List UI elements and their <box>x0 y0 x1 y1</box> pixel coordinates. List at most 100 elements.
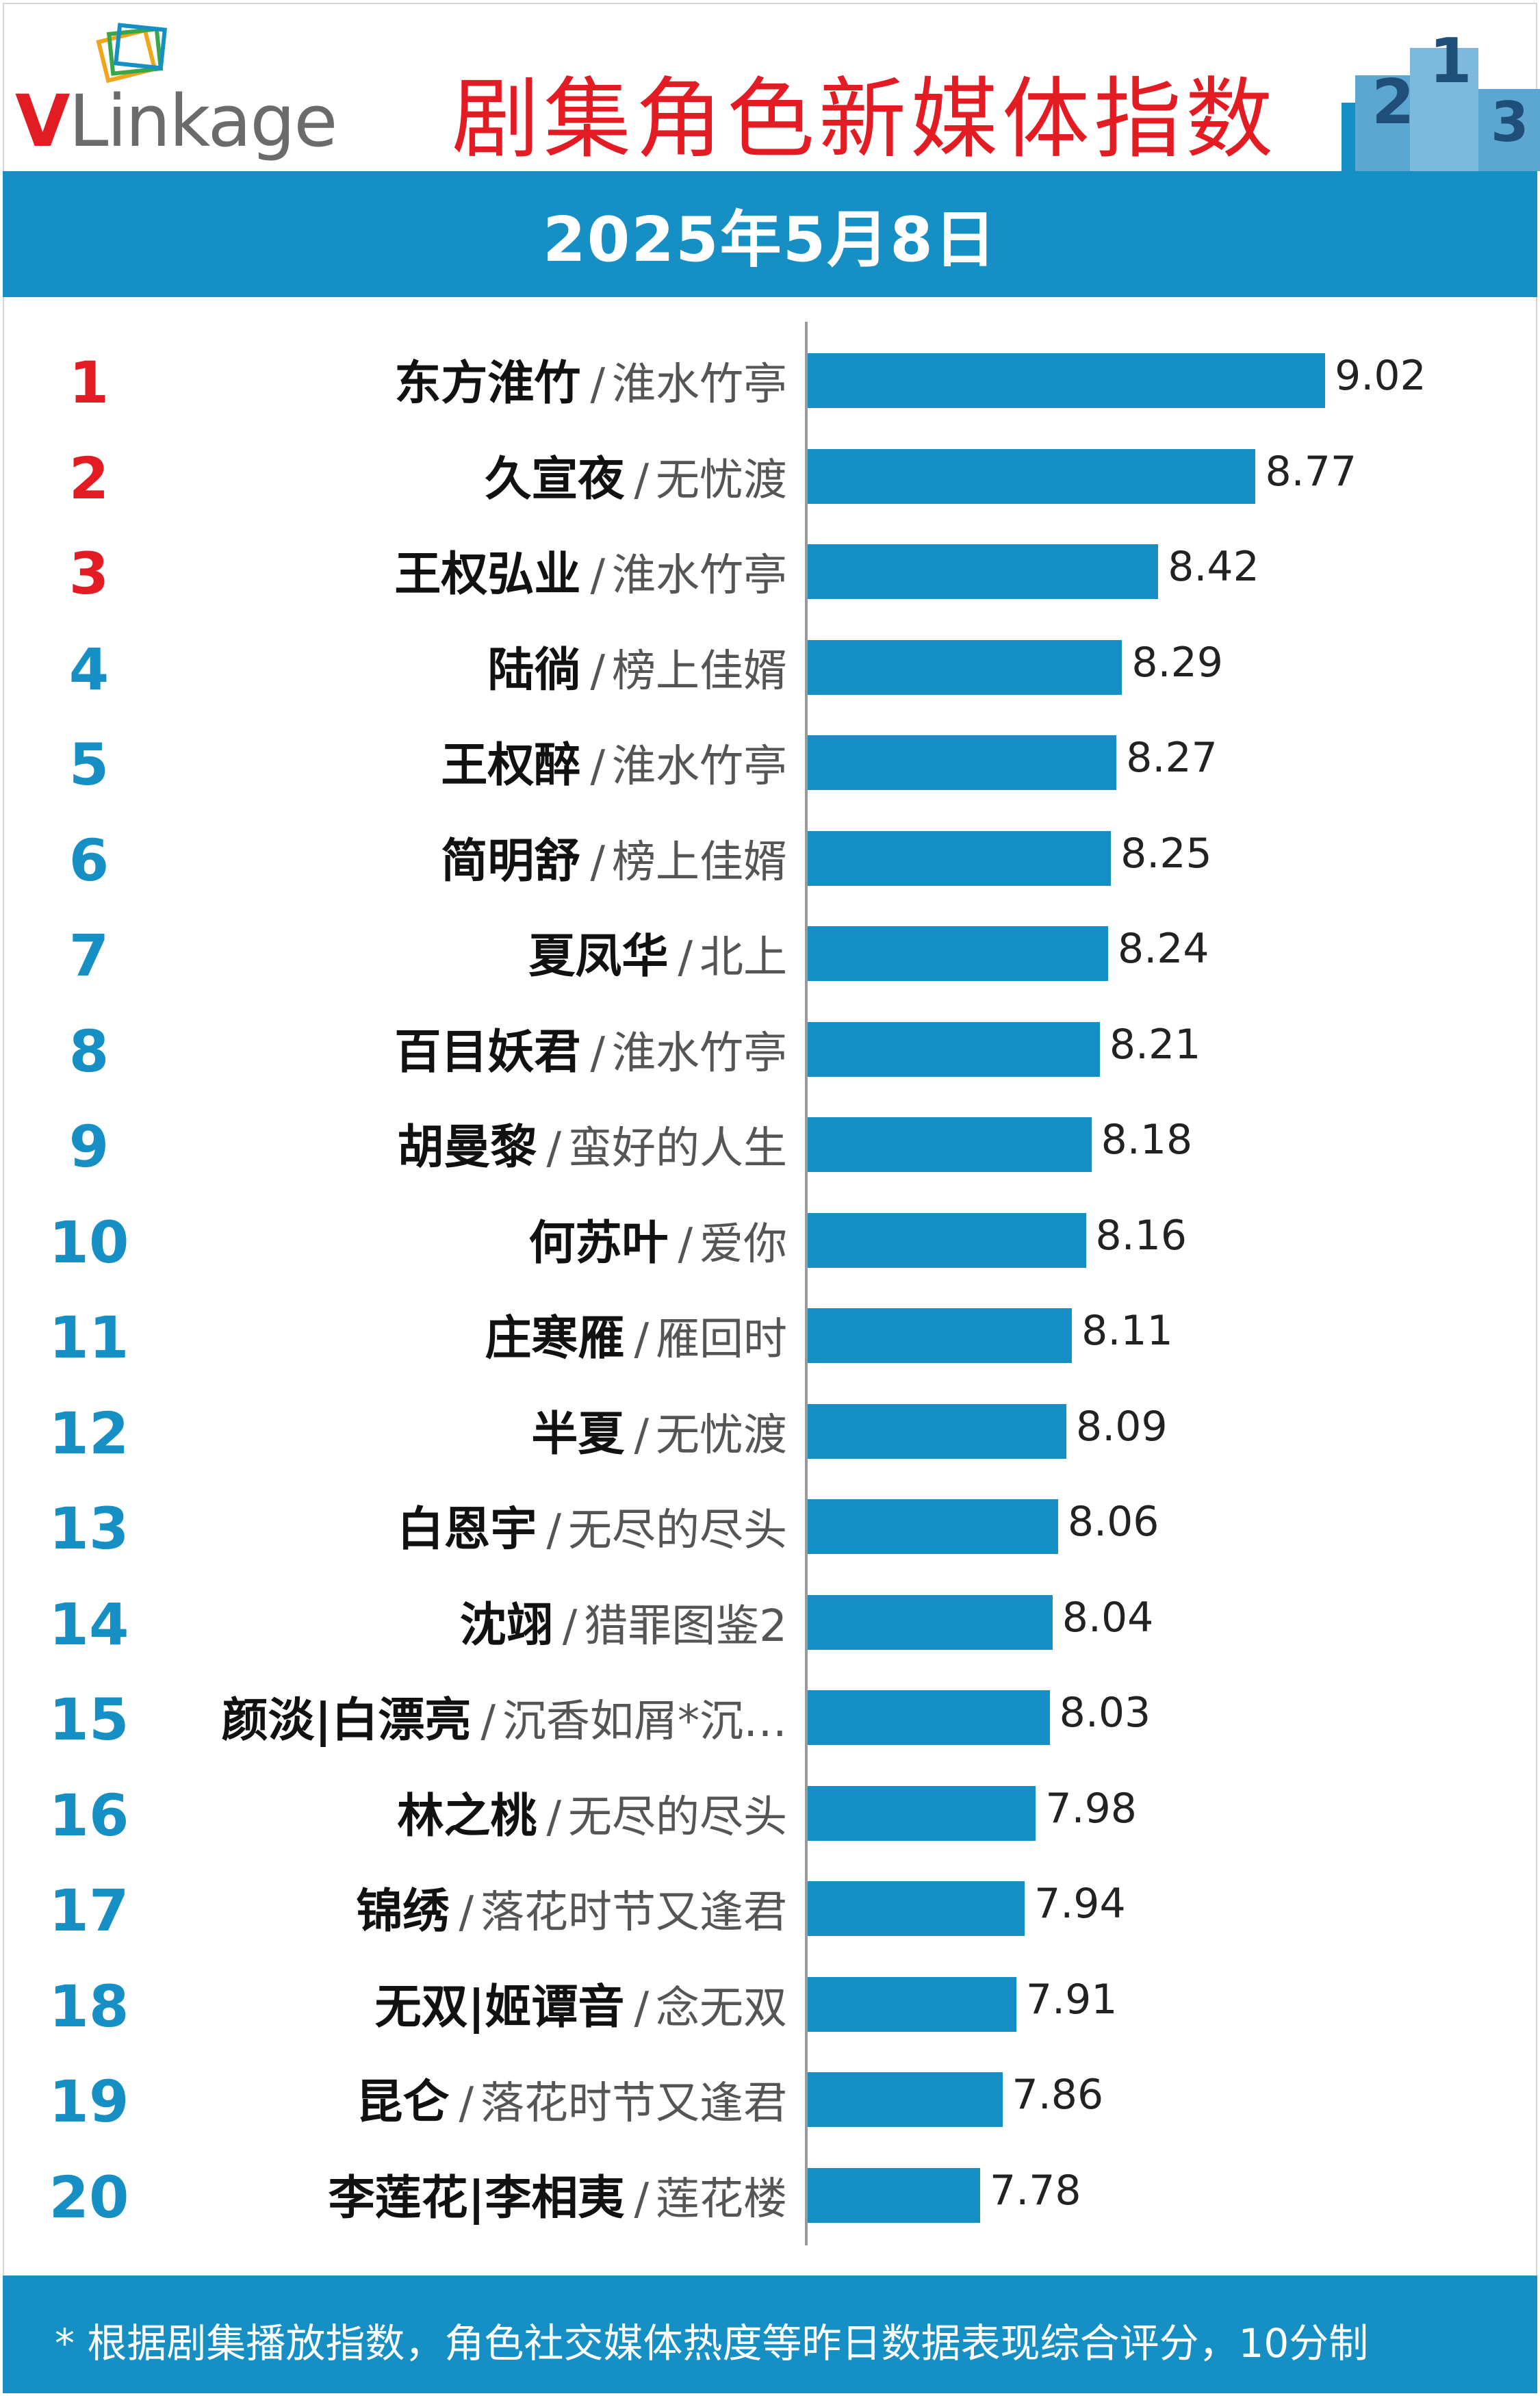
label-separator: / <box>590 359 605 410</box>
chart-row: 2 久宣夜 / 无忧渡 8.77 <box>0 418 1540 513</box>
value-label: 9.02 <box>1335 352 1426 400</box>
label-separator: / <box>546 1123 561 1174</box>
label-separator: / <box>634 1314 649 1365</box>
rank-number: 7 <box>68 922 110 989</box>
rank-number: 15 <box>49 1686 129 1753</box>
label-separator: / <box>634 2174 649 2225</box>
drama-title: 无尽的尽头 <box>568 1792 787 1843</box>
vlinkage-logo: VLinkage <box>15 21 344 163</box>
date-label: 2025年5月8日 <box>543 204 997 276</box>
row-label: 沈翊 / 猎罪图鉴2 <box>460 1587 787 1655</box>
value-label: 7.86 <box>1012 2071 1104 2119</box>
label-separator: / <box>678 1219 693 1270</box>
value-bar <box>808 2072 1003 2127</box>
chart-row: 19 昆仑 / 落花时节又逢君 7.86 <box>0 2041 1540 2136</box>
row-label: 何苏叶 / 爱你 <box>528 1205 787 1273</box>
value-label: 8.06 <box>1067 1498 1159 1546</box>
label-separator: / <box>590 1028 605 1079</box>
character-name: 昆仑 <box>356 2076 450 2130</box>
value-bar <box>808 639 1122 695</box>
chart-row: 11 庄寒雁 / 雁回时 8.11 <box>0 1277 1540 1372</box>
label-separator: / <box>562 1601 578 1652</box>
rank-number: 12 <box>49 1399 129 1467</box>
character-name: 百目妖君 <box>394 1025 581 1080</box>
rank-number: 13 <box>49 1495 129 1562</box>
rank-number: 4 <box>68 635 110 703</box>
character-name: 王权醉 <box>441 739 581 793</box>
character-name: 颜淡|白漂亮 <box>221 1694 472 1748</box>
chart-row: 10 何苏叶 / 爱你 8.16 <box>0 1182 1540 1277</box>
chart-row: 13 白恩宇 / 无尽的尽头 8.06 <box>0 1468 1540 1563</box>
drama-title: 莲花楼 <box>656 2174 787 2225</box>
character-name: 王权弘业 <box>394 548 581 602</box>
character-name: 李莲花|李相夷 <box>328 2171 625 2226</box>
drama-title: 落花时节又逢君 <box>480 1887 787 1938</box>
podium-icon: 2 1 3 <box>1342 25 1540 171</box>
label-separator: / <box>590 741 605 792</box>
row-label: 庄寒雁 / 雁回时 <box>485 1300 787 1368</box>
chart-row: 16 林之桃 / 无尽的尽头 7.98 <box>0 1755 1540 1850</box>
row-label: 夏凤华 / 北上 <box>528 918 787 986</box>
row-label: 百目妖君 / 淮水竹亭 <box>394 1014 787 1082</box>
value-label: 8.04 <box>1062 1593 1154 1642</box>
logo-text-rest: Linkage <box>68 79 338 163</box>
label-separator: / <box>590 837 605 888</box>
footnote: * 根据剧集播放指数，角色社交媒体热度等昨日数据表现综合评分，10分制 <box>55 2320 1369 2367</box>
drama-title: 淮水竹亭 <box>612 741 787 792</box>
rank-number: 2 <box>68 444 110 512</box>
drama-title: 无忧渡 <box>656 455 787 506</box>
character-name: 久宣夜 <box>485 452 625 507</box>
label-separator: / <box>634 455 649 506</box>
value-label: 8.21 <box>1109 1020 1201 1069</box>
rank-number: 11 <box>49 1304 129 1371</box>
character-name: 林之桃 <box>397 1789 537 1844</box>
chart-row: 12 半夏 / 无忧渡 8.09 <box>0 1373 1540 1468</box>
chart-row: 3 王权弘业 / 淮水竹亭 8.42 <box>0 513 1540 608</box>
row-label: 李莲花|李相夷 / 莲花楼 <box>329 2160 787 2228</box>
value-label: 8.27 <box>1126 734 1218 782</box>
rank-number: 19 <box>49 2068 129 2135</box>
value-label: 8.11 <box>1081 1307 1173 1355</box>
value-label: 8.24 <box>1118 925 1209 973</box>
label-separator: / <box>678 932 693 983</box>
chart-row: 5 王权醉 / 淮水竹亭 8.27 <box>0 704 1540 799</box>
chart-row: 15 颜淡|白漂亮 / 沉香如屑*沉… 8.03 <box>0 1659 1540 1754</box>
drama-title: 蛮好的人生 <box>568 1123 787 1174</box>
drama-title: 榜上佳婿 <box>612 646 787 697</box>
value-bar <box>808 1976 1016 2032</box>
value-label: 7.78 <box>990 2166 1081 2215</box>
value-bar <box>808 2167 981 2223</box>
label-separator: / <box>480 1696 496 1747</box>
value-bar <box>808 735 1117 790</box>
footer-band: * 根据剧集播放指数，角色社交媒体热度等昨日数据表现综合评分，10分制 <box>3 2276 1537 2393</box>
drama-title: 猎罪图鉴2 <box>584 1601 787 1652</box>
rank-number: 17 <box>49 1877 129 1944</box>
value-bar <box>808 1499 1058 1554</box>
row-label: 王权醉 / 淮水竹亭 <box>441 727 787 795</box>
character-name: 陆徜 <box>487 643 581 698</box>
row-label: 颜淡|白漂亮 / 沉香如屑*沉… <box>222 1682 787 1750</box>
podium-number-3: 3 <box>1491 90 1529 154</box>
value-label: 8.09 <box>1076 1402 1168 1451</box>
ranking-bar-chart: 1 东方淮竹 / 淮水竹亭 9.02 2 久宣夜 / 无忧渡 8.77 3 王权弘业 / 淮水竹亭 8.42… <box>0 322 1540 2252</box>
chart-row: 1 东方淮竹 / 淮水竹亭 9.02 <box>0 322 1540 417</box>
value-bar <box>808 1403 1067 1459</box>
value-label: 8.25 <box>1120 829 1212 878</box>
value-bar <box>808 1690 1050 1745</box>
drama-title: 无忧渡 <box>656 1410 787 1461</box>
chart-row: 8 百目妖君 / 淮水竹亭 8.21 <box>0 991 1540 1086</box>
row-label: 无双|姬谭音 / 念无双 <box>375 1969 787 2037</box>
rank-number: 14 <box>49 1590 129 1658</box>
chart-row: 4 陆徜 / 榜上佳婿 8.29 <box>0 609 1540 704</box>
value-label: 8.03 <box>1059 1689 1151 1737</box>
rank-number: 3 <box>68 540 110 607</box>
logo-cards-icon <box>96 23 168 84</box>
rank-number: 20 <box>49 2163 129 2231</box>
drama-title: 淮水竹亭 <box>612 1028 787 1079</box>
value-bar <box>808 1308 1073 1363</box>
row-label: 白恩宇 / 无尽的尽头 <box>397 1491 787 1559</box>
rank-number: 10 <box>49 1208 129 1276</box>
label-separator: / <box>459 2078 474 2129</box>
drama-title: 沉香如屑*沉… <box>502 1696 787 1747</box>
row-label: 昆仑 / 落花时节又逢君 <box>356 2064 787 2132</box>
